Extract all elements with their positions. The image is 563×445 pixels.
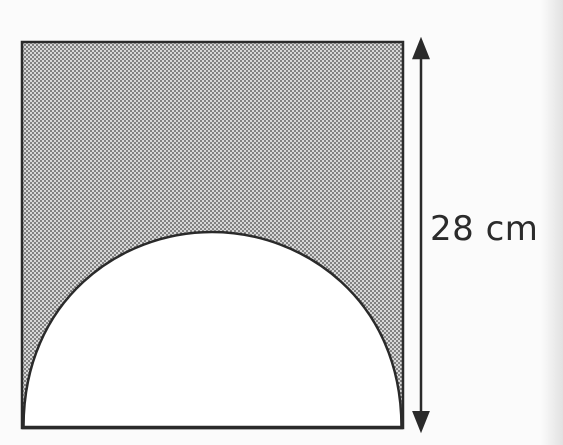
side-length-label: 28 cm — [430, 209, 539, 249]
page-edge-shadow — [541, 0, 563, 445]
semicircle-region — [22, 230, 403, 429]
